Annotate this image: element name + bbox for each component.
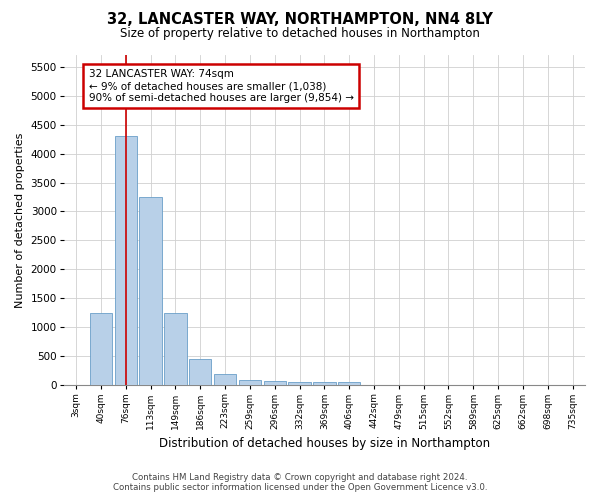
Bar xyxy=(164,313,187,386)
Bar xyxy=(289,382,311,386)
Bar xyxy=(214,374,236,386)
Text: 32 LANCASTER WAY: 74sqm
← 9% of detached houses are smaller (1,038)
90% of semi-: 32 LANCASTER WAY: 74sqm ← 9% of detached… xyxy=(89,70,353,102)
Text: Size of property relative to detached houses in Northampton: Size of property relative to detached ho… xyxy=(120,28,480,40)
Bar xyxy=(115,136,137,386)
Bar xyxy=(189,360,211,386)
Text: 32, LANCASTER WAY, NORTHAMPTON, NN4 8LY: 32, LANCASTER WAY, NORTHAMPTON, NN4 8LY xyxy=(107,12,493,28)
Y-axis label: Number of detached properties: Number of detached properties xyxy=(15,132,25,308)
X-axis label: Distribution of detached houses by size in Northampton: Distribution of detached houses by size … xyxy=(159,437,490,450)
Text: Contains HM Land Registry data © Crown copyright and database right 2024.
Contai: Contains HM Land Registry data © Crown c… xyxy=(113,473,487,492)
Bar xyxy=(90,313,112,386)
Bar xyxy=(338,382,361,386)
Bar xyxy=(263,380,286,386)
Bar xyxy=(239,380,261,386)
Bar xyxy=(139,197,162,386)
Bar xyxy=(313,382,335,386)
